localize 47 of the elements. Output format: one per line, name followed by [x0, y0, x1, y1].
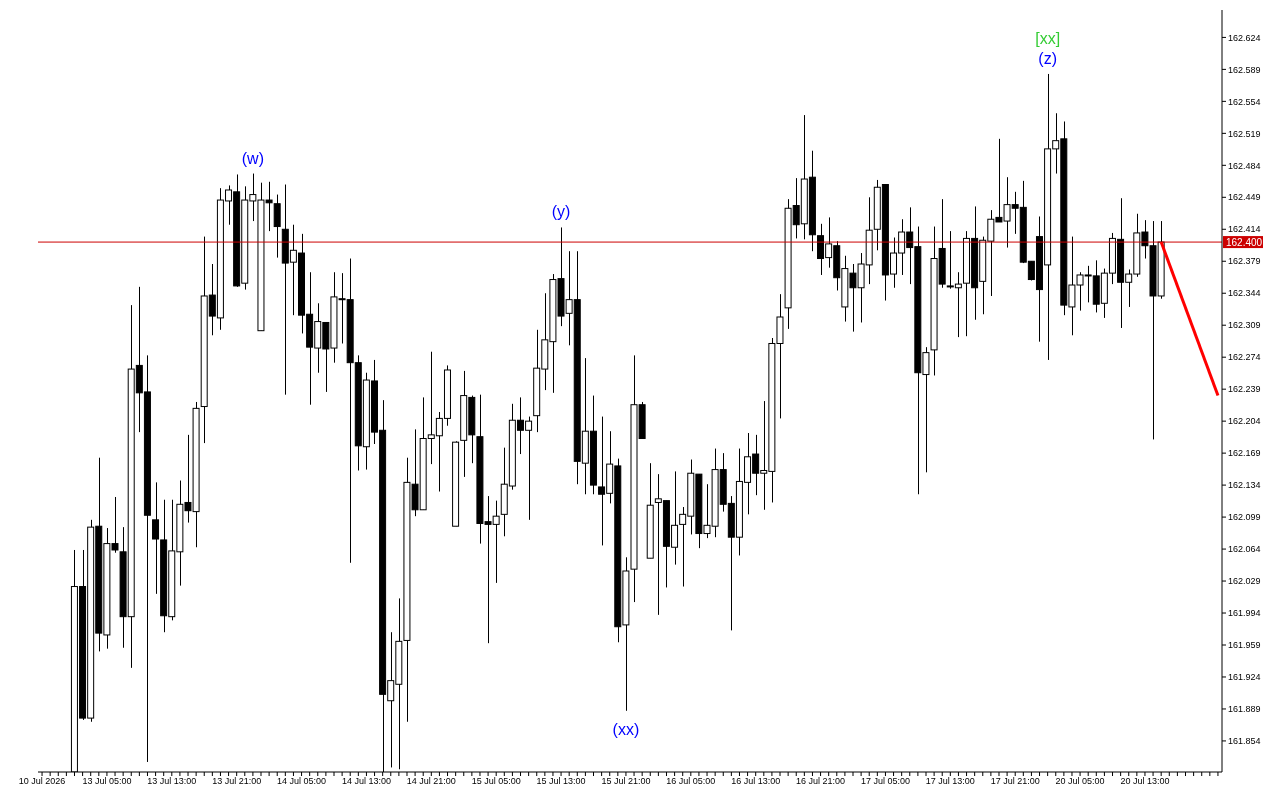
y-tick-label: 162.239 — [1228, 384, 1261, 395]
y-tick-label: 162.204 — [1228, 416, 1261, 427]
x-tick-label: 14 Jul 13:00 — [341, 776, 391, 787]
y-tick-label: 161.889 — [1228, 704, 1261, 715]
y-tick-label: 162.589 — [1228, 64, 1261, 75]
ref-line-label: 162.400 — [1226, 237, 1263, 249]
x-tick-label: 13 Jul 21:00 — [212, 776, 262, 787]
x-tick-label: 16 Jul 05:00 — [666, 776, 716, 787]
x-tick-label: 14 Jul 21:00 — [406, 776, 456, 787]
x-tick-label: 20 Jul 05:00 — [1055, 776, 1105, 787]
x-tick-label: 15 Jul 21:00 — [601, 776, 651, 787]
y-tick-label: 162.169 — [1228, 448, 1261, 459]
x-tick-label: 17 Jul 13:00 — [925, 776, 975, 787]
annotation: (z) — [1038, 49, 1057, 67]
y-tick-label: 162.379 — [1228, 256, 1261, 267]
annotation: [xx] — [1035, 29, 1061, 47]
annotation: (w) — [241, 149, 265, 167]
y-tick-label: 162.099 — [1228, 512, 1261, 523]
y-tick-label: 162.414 — [1228, 224, 1261, 235]
x-tick-label: 17 Jul 21:00 — [990, 776, 1040, 787]
y-tick-label: 161.994 — [1228, 608, 1261, 619]
y-tick-label: 162.134 — [1228, 480, 1261, 491]
annotation: (y) — [551, 203, 571, 221]
x-tick-label: 17 Jul 05:00 — [860, 776, 910, 787]
x-tick-label: 10 Jul 2026 — [18, 776, 66, 787]
y-tick-label: 161.924 — [1228, 672, 1261, 683]
x-tick-label: 13 Jul 05:00 — [82, 776, 132, 787]
x-tick-label: 15 Jul 05:00 — [471, 776, 521, 787]
y-tick-label: 162.554 — [1228, 96, 1261, 107]
x-tick-label: 20 Jul 13:00 — [1120, 776, 1170, 787]
x-tick-label: 14 Jul 05:00 — [277, 776, 327, 787]
y-tick-label: 162.484 — [1228, 160, 1261, 171]
y-tick-label: 162.519 — [1228, 128, 1261, 139]
y-tick-label: 162.449 — [1228, 192, 1261, 203]
y-tick-label: 162.344 — [1228, 288, 1261, 299]
x-tick-label: 15 Jul 13:00 — [536, 776, 586, 787]
x-tick-label: 13 Jul 13:00 — [147, 776, 197, 787]
x-tick-label: 16 Jul 21:00 — [796, 776, 846, 787]
annotation: (xx) — [612, 720, 640, 738]
y-tick-label: 162.309 — [1228, 320, 1261, 331]
y-tick-label: 161.959 — [1228, 640, 1261, 651]
y-tick-label: 162.274 — [1228, 352, 1261, 363]
y-tick-label: 162.029 — [1228, 576, 1261, 587]
y-tick-label: 162.064 — [1228, 544, 1261, 555]
y-tick-label: 162.624 — [1228, 32, 1261, 43]
x-tick-label: 16 Jul 13:00 — [731, 776, 781, 787]
y-tick-label: 161.854 — [1228, 736, 1261, 747]
